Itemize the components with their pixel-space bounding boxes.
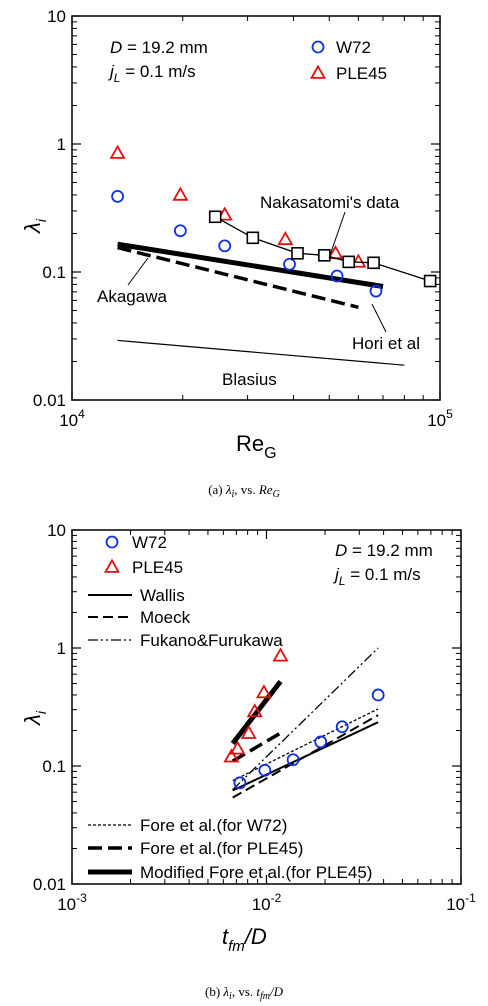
data-point-ple45	[229, 740, 246, 755]
legend-marker-w72	[311, 40, 325, 54]
correlation-line-fukano-furukawa	[232, 647, 379, 791]
data-point-ple45	[240, 724, 257, 739]
legend-label-w72: W72	[336, 38, 371, 57]
condition-liquid-velocity: jL = 0.1 m/s	[333, 565, 421, 588]
data-point-w72	[335, 720, 349, 734]
correlation-line-hori-et-al	[117, 245, 359, 309]
legend-label-ple45: PLE45	[132, 558, 183, 577]
correlation-line-blasius	[117, 339, 405, 366]
x-axis-label: ReG	[236, 431, 277, 462]
correlation-line-moeck	[232, 714, 379, 799]
y-tick-label: 1	[57, 639, 66, 658]
caption-b: (b) λi, vs. tfm/D	[205, 984, 284, 1002]
data-point-series-2	[246, 231, 260, 245]
x-tick-label: 104	[59, 407, 85, 430]
data-point-ple45	[277, 231, 294, 246]
x-tick-label: 10-2	[252, 891, 282, 914]
legend-marker-ple45	[103, 558, 121, 573]
chart-panel-a: 104 105 0.01 0.1 1 10 λi ReG D = 19.2 mm jL = 0.1…	[20, 7, 453, 500]
legend-label-fore-et-al-for-ple45: Fore et al.(for PLE45)	[140, 839, 303, 858]
panel-b-minor-ticks	[72, 530, 461, 884]
data-point-ple45	[246, 703, 263, 718]
data-point-w72	[258, 763, 272, 777]
legend-marker-w72	[105, 535, 119, 549]
caption-a: (a) λi, vs. ReG	[208, 482, 280, 500]
data-point-w72	[369, 284, 383, 298]
leader-hori	[371, 303, 387, 333]
y-tick-label: 0.01	[33, 391, 66, 410]
legend-marker-ple45	[309, 64, 327, 79]
legend-label-modified-fore-et-al-for-ple45: Modified Fore et al.(for PLE45)	[140, 863, 372, 882]
data-point-ple45	[272, 647, 289, 662]
data-point-series-2	[318, 249, 331, 262]
correlation-line-modified-fore-et-al-for-ple45	[230, 679, 283, 746]
data-point-series-2	[342, 255, 356, 269]
leader-nakasatomi	[328, 211, 346, 259]
y-tick-label: 10	[47, 7, 66, 26]
x-tick-label: 105	[427, 407, 453, 430]
legend-label-w72: W72	[132, 533, 167, 552]
y-tick-label: 0.1	[42, 757, 66, 776]
y-tick-label: 1	[57, 135, 66, 154]
data-point-ple45	[223, 748, 240, 763]
data-point-w72	[111, 189, 124, 203]
panel-a-plot-frame	[71, 15, 441, 401]
legend-label-wallis: Wallis	[140, 586, 185, 605]
annotation-blasius: Blasius	[222, 370, 277, 389]
data-point-w72	[330, 269, 344, 283]
data-point-ple45	[255, 684, 272, 699]
data-point-w72	[286, 753, 300, 767]
y-tick-label: 0.1	[42, 263, 66, 282]
data-point-w72	[218, 239, 232, 253]
x-axis-label: tfm/D	[222, 924, 267, 955]
y-axis-label: λi	[20, 710, 49, 726]
data-point-ple45	[350, 253, 367, 268]
x-tick-label: 10-3	[57, 891, 87, 914]
correlation-line-fore-et-al-for-w72	[232, 708, 379, 782]
data-point-w72	[371, 688, 385, 702]
condition-diameter: D = 19.2 mm	[110, 38, 208, 57]
annotation-hori-et-al: Hori et al	[352, 334, 420, 353]
legend-label-fukano-furukawa: Fukano&Furukawa	[140, 631, 283, 650]
data-point-w72	[283, 257, 296, 271]
condition-liquid-velocity: jL = 0.1 m/s	[108, 62, 196, 85]
series-line-series-2	[214, 216, 431, 282]
panel-b-plot-frame	[71, 529, 462, 885]
data-point-series-2	[208, 210, 222, 224]
data-point-series-2	[367, 256, 380, 270]
annotation-akagawa: Akagawa	[97, 287, 167, 306]
legend-label-fore-et-al-for-w72: Fore et al.(for W72)	[140, 816, 287, 835]
data-point-series-2	[291, 246, 304, 260]
y-tick-label: 10	[47, 521, 66, 540]
data-point-w72	[173, 224, 187, 238]
data-point-ple45	[172, 186, 189, 201]
legend-label-ple45: PLE45	[336, 64, 387, 83]
data-point-w72	[233, 776, 247, 790]
x-tick-label: 10-1	[446, 891, 476, 914]
correlation-line-akagawa	[117, 241, 384, 289]
y-axis-label: λi	[20, 218, 49, 234]
data-point-ple45	[109, 144, 126, 159]
correlation-line-fore-et-al-for-ple45	[231, 731, 282, 763]
annotation-nakasatomi-data: Nakasatomi's data	[260, 193, 400, 212]
legend-label-moeck: Moeck	[140, 608, 191, 627]
data-point-w72	[314, 735, 328, 749]
condition-diameter: D = 19.2 mm	[335, 541, 433, 560]
leader-akagawa	[127, 257, 149, 286]
data-point-series-2	[423, 274, 437, 288]
chart-panel-b: 10-3 10-2 10-1 0.01 0.1 1 10 λi tfm/D D = 19.2 mm…	[20, 521, 476, 1002]
y-tick-label: 0.01	[33, 875, 66, 894]
panel-a-minor-ticks	[72, 16, 440, 400]
